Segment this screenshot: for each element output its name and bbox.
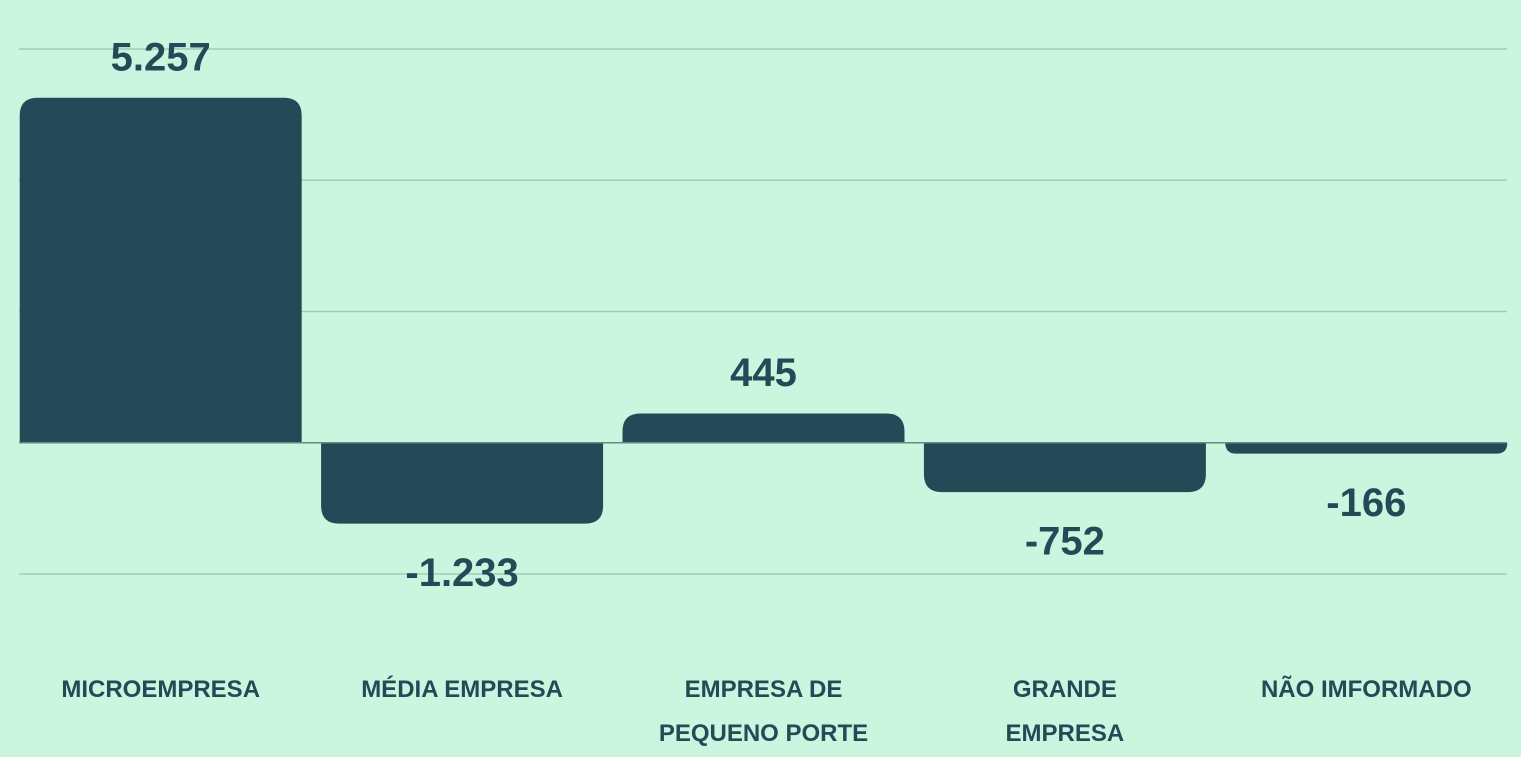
x-tick-label: NÃO IMFORMADO (1260, 676, 1472, 703)
x-tick-label: EMPRESA DE PEQUENO PORTE (658, 676, 869, 747)
bar (923, 442, 1206, 493)
bar (1225, 442, 1508, 454)
x-tick-label: GRANDE EMPRESA (1005, 676, 1125, 747)
value-label: -752 (1025, 520, 1105, 564)
value-label: 5.257 (111, 35, 211, 79)
value-label: -166 (1326, 481, 1406, 525)
bar (622, 413, 905, 443)
value-label: -1.233 (405, 551, 518, 595)
bar (19, 97, 302, 443)
x-tick-label: MÉDIA EMPRESA (361, 676, 563, 703)
x-tick-label: MICROEMPRESA (61, 676, 261, 703)
bar (321, 442, 604, 524)
value-label: 445 (730, 351, 797, 395)
